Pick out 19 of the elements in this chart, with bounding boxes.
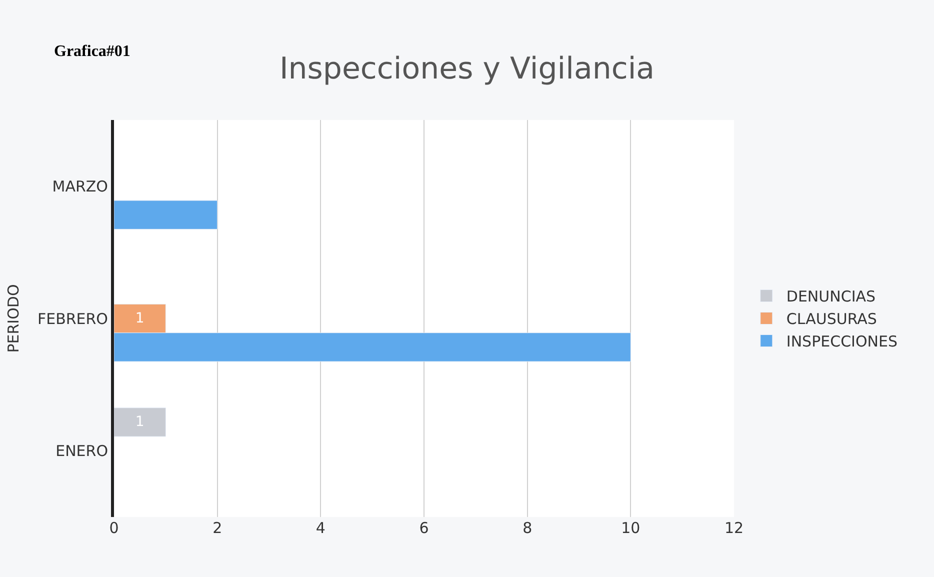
legend-label: DENUNCIAS <box>786 288 876 306</box>
x-tick-label: 10 <box>621 519 640 537</box>
data-label: 1 <box>135 310 144 326</box>
y-tick-label: MARZO <box>52 177 108 196</box>
y-tick-label: ENERO <box>56 442 108 460</box>
x-tick-label: 6 <box>419 519 429 537</box>
x-tick-label: 2 <box>212 519 222 537</box>
x-tick-label: 4 <box>316 519 326 537</box>
text: Grafica#01 <box>54 43 130 60</box>
legend-label: CLAUSURAS <box>786 310 877 328</box>
x-tick-label: 0 <box>109 519 119 537</box>
bar <box>114 200 218 230</box>
y-tick-label: FEBRERO <box>37 310 108 328</box>
x-tick-label: 8 <box>522 519 532 537</box>
legend-label: INSPECCIONES <box>786 332 898 351</box>
chart-title: Inspecciones y Vigilancia <box>279 52 655 87</box>
bar <box>114 408 166 437</box>
y-axis-title: PERIODO <box>4 284 23 353</box>
x-tick-label: 12 <box>724 519 744 537</box>
